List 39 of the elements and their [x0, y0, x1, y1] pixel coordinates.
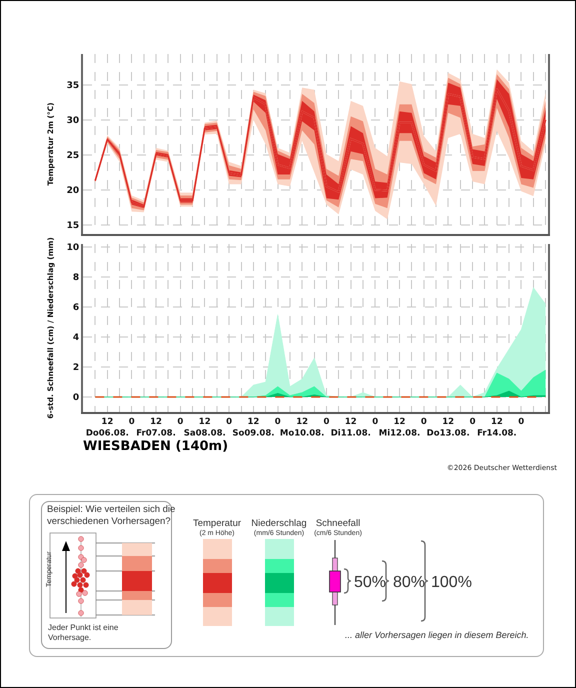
y-tick-label: 0 — [72, 393, 80, 404]
y-tick-label: 10 — [66, 243, 80, 254]
y-tick-label: 4 — [72, 333, 80, 344]
y-tick-label: 25 — [66, 151, 80, 162]
y-tick-label: 2 — [72, 363, 80, 374]
y-tick-label: 20 — [66, 186, 80, 196]
x-tick-label: 12 Sa08.08. — [184, 417, 226, 438]
text: Temperatur — [192, 518, 242, 529]
x-tick-label: 12 Mi12.08. — [378, 417, 420, 438]
x-tick-label: 0 — [518, 417, 524, 428]
x-tick-label: 0 — [274, 417, 281, 428]
y-tick-label: 8 — [72, 273, 80, 284]
y-tick-label: 6 — [72, 303, 80, 314]
x-tick-label: 0 — [470, 417, 476, 428]
y-tick-label: 30 — [66, 116, 80, 126]
text: 50% — [354, 574, 386, 592]
x-tick-label: 12 Fr07.08. — [136, 417, 176, 438]
x-tick-label: 0 — [177, 417, 184, 428]
x-tick-label: 12 Fr14.08. — [477, 417, 517, 438]
y-tick-label: 15 — [66, 221, 80, 232]
x-tick-label: 12 Do13.08. — [426, 417, 470, 438]
x-tick-label: 12 Mo10.08. — [280, 417, 324, 438]
x-tick-label: 12 Di11.08. — [330, 417, 371, 438]
text: Schneefall — [316, 518, 360, 529]
y-tick-label: 35 — [66, 80, 80, 91]
text: 80% — [393, 574, 426, 592]
x-tick-label: 0 — [226, 417, 232, 428]
x-tick-label: 0 — [324, 417, 330, 428]
text: ... aller Vorhersagen liegen in diesem Bereich. — [345, 630, 529, 640]
text: Niederschlag — [251, 518, 307, 529]
text: Jeder Punkt ist eine Vorhersage. — [48, 623, 120, 643]
x-tick-label: 0 — [420, 417, 427, 428]
x-tick-label: 12 Do06.08. — [86, 417, 129, 438]
text: Beispiel: Wie verteilen sich die verschiedenen Vorhersagen? — [47, 504, 176, 528]
x-tick-label: 12 So09.08. — [232, 417, 274, 438]
x-tick-label: 0 — [372, 417, 378, 428]
x-tick-label: 0 — [128, 417, 135, 428]
text: WIESBADEN (140m) — [83, 439, 228, 454]
text: 100% — [431, 574, 472, 592]
